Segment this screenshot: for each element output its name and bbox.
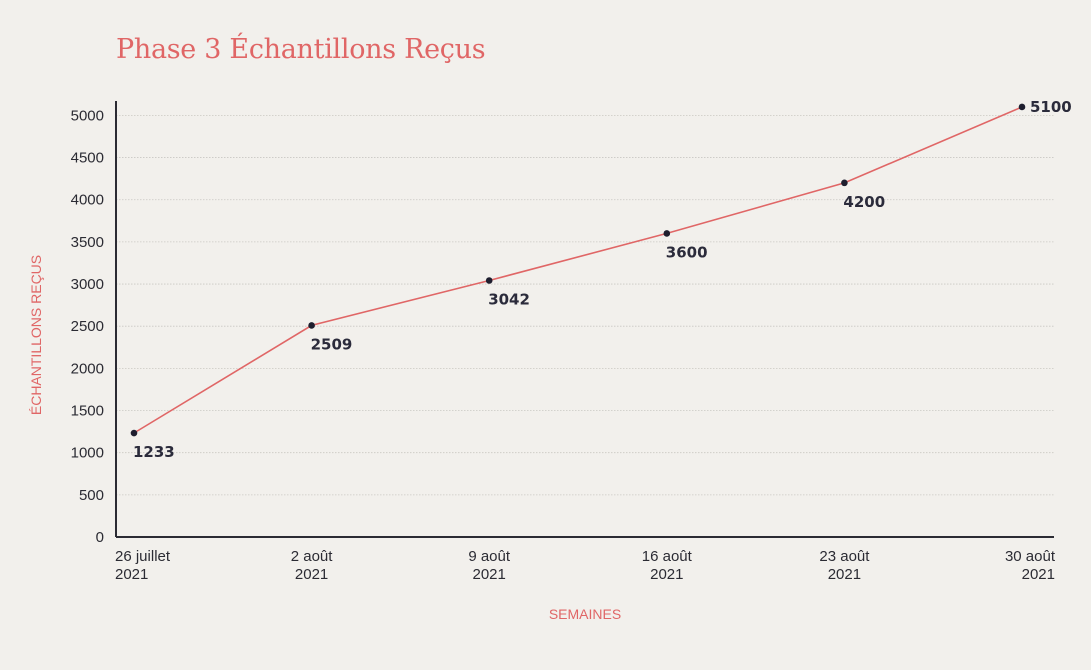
x-tick-label: 2021 <box>828 566 861 583</box>
data-label: 4200 <box>843 193 885 211</box>
y-tick-label: 2000 <box>71 360 104 377</box>
x-tick-label: 2 août <box>291 548 334 565</box>
x-tick-label: 30 août <box>1005 548 1056 565</box>
x-tick-label: 26 juillet <box>115 548 171 565</box>
data-label: 1233 <box>133 443 175 461</box>
x-tick-label: 2021 <box>650 566 683 583</box>
y-tick-label: 3000 <box>71 276 104 293</box>
x-tick-label: 2021 <box>473 566 506 583</box>
y-tick-label: 5000 <box>71 107 104 124</box>
x-tick-label: 23 août <box>819 548 870 565</box>
y-tick-label: 3500 <box>71 234 104 251</box>
y-tick-labels: 0 500 1000 1500 2000 2500 3000 3500 4000 4500 5000 <box>71 107 104 546</box>
chart-title: Phase 3 Échantillons Reçus <box>116 34 486 65</box>
y-tick-label: 2500 <box>71 318 104 335</box>
x-tick-label: 9 août <box>468 548 511 565</box>
data-point <box>1018 103 1026 111</box>
y-tick-label: 4500 <box>71 150 104 167</box>
data-labels: 1233 2509 3042 3600 4200 5100 <box>133 98 1072 461</box>
data-label: 2509 <box>311 335 353 353</box>
series-path <box>133 106 1023 434</box>
y-axis-title: ÉCHANTILLONS REÇUS <box>28 255 44 415</box>
series-line <box>133 106 1023 434</box>
x-tick-label: 2021 <box>295 566 328 583</box>
y-tick-label: 1000 <box>71 445 104 462</box>
data-point <box>663 230 671 237</box>
data-label: 3600 <box>666 243 708 261</box>
x-tick-label: 2021 <box>115 566 148 583</box>
data-label: 5100 <box>1030 98 1072 116</box>
data-point <box>841 179 848 187</box>
y-tick-label: 500 <box>79 487 104 504</box>
data-points <box>130 103 1026 437</box>
y-tick-label: 1500 <box>71 403 104 420</box>
data-point <box>130 429 138 437</box>
x-axis-title: SEMAINES <box>549 606 621 622</box>
x-tick-label: 2021 <box>1022 566 1055 583</box>
data-point <box>308 322 315 329</box>
data-point <box>485 277 493 284</box>
data-label: 3042 <box>488 290 530 308</box>
y-tick-label: 4000 <box>71 192 104 209</box>
gridlines <box>116 115 1054 496</box>
x-tick-label: 16 août <box>642 548 693 565</box>
y-tick-label: 0 <box>96 529 104 546</box>
axes <box>115 101 1054 538</box>
